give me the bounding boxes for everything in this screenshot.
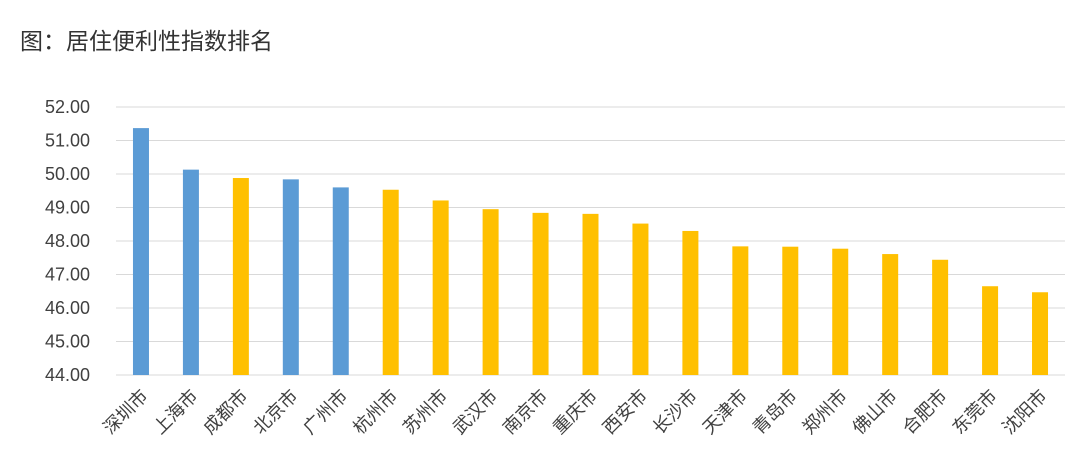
bar [782, 246, 799, 375]
x-tick-label: 重庆市 [549, 386, 602, 439]
bar [582, 213, 599, 375]
bar [332, 187, 349, 375]
y-tick-label: 48.00 [45, 231, 90, 251]
x-tick-label: 长沙市 [649, 386, 702, 439]
x-tick-label: 成都市 [199, 386, 252, 439]
x-tick-label: 西安市 [599, 386, 652, 439]
y-tick-label: 46.00 [45, 298, 90, 318]
x-tick-label: 苏州市 [399, 386, 452, 439]
x-tick-label: 沈阳市 [999, 386, 1052, 439]
chart-title: 图：居住便利性指数排名 [20, 29, 273, 55]
x-tick-label: 杭州市 [349, 386, 402, 439]
bar [182, 169, 199, 375]
bar [482, 209, 499, 375]
x-tick-label: 上海市 [149, 386, 202, 439]
y-tick-label: 45.00 [45, 332, 90, 352]
bar [982, 286, 999, 375]
bar [282, 179, 299, 375]
x-tick-label: 武汉市 [449, 386, 502, 439]
y-tick-label: 52.00 [45, 97, 90, 117]
bar [632, 223, 649, 375]
y-tick-label: 44.00 [45, 365, 90, 385]
x-tick-label: 深圳市 [99, 386, 152, 439]
x-tick-label: 天津市 [699, 386, 752, 439]
x-tick-label: 青岛市 [749, 386, 802, 439]
x-tick-label: 南京市 [499, 386, 552, 439]
y-axis-labels: 44.00 45.00 46.00 47.00 48.00 49.00 50.00 51.00… [45, 97, 90, 385]
y-tick-label: 50.00 [45, 164, 90, 184]
x-tick-label: 合肥市 [899, 386, 952, 439]
y-tick-label: 51.00 [45, 131, 90, 151]
bar [832, 248, 849, 375]
x-tick-label: 佛山市 [849, 386, 902, 439]
bar [1032, 292, 1049, 375]
bar [882, 254, 899, 375]
x-tick-label: 郑州市 [799, 386, 852, 439]
bar [532, 212, 549, 375]
x-axis-labels: 深圳市上海市成都市北京市广州市杭州市苏州市武汉市南京市重庆市西安市长沙市天津市青… [99, 386, 1051, 439]
x-tick-label: 北京市 [249, 386, 302, 439]
bar [932, 259, 949, 375]
bar [132, 128, 149, 375]
bar [232, 178, 249, 375]
x-tick-label: 广州市 [299, 386, 352, 439]
bar [432, 200, 449, 375]
y-tick-label: 47.00 [45, 265, 90, 285]
bar [732, 246, 749, 375]
bar [382, 189, 399, 375]
x-tick-label: 东莞市 [949, 386, 1002, 439]
y-tick-label: 49.00 [45, 198, 90, 218]
bar [682, 230, 699, 375]
bars [132, 128, 1049, 375]
